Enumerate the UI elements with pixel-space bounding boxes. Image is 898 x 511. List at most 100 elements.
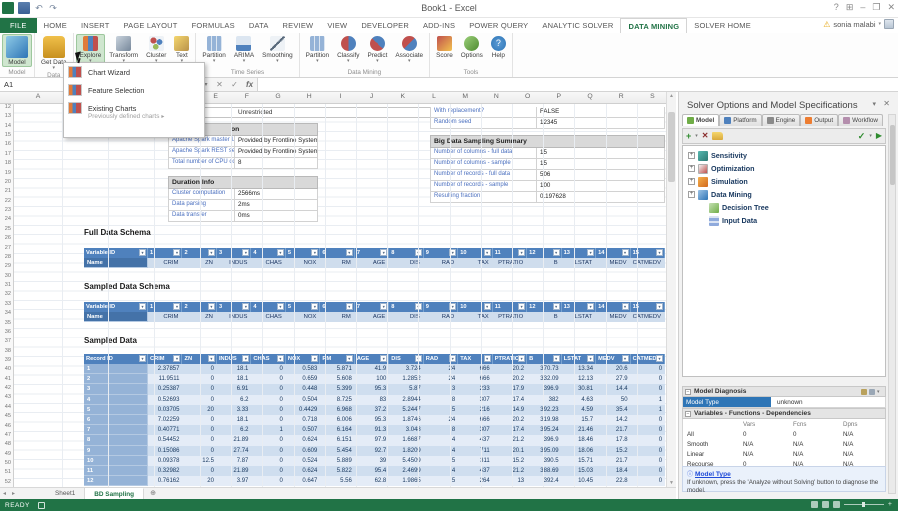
header-cell[interactable]: 15 ▾ [630,302,666,312]
data-cell[interactable]: 18.1 [236,366,249,372]
data-cell[interactable]: 13 [517,478,525,485]
data-cell[interactable]: 1 [279,427,283,434]
data-cell[interactable]: 6.968 [336,406,352,413]
page-break-view-icon[interactable] [832,501,840,508]
row-header-44[interactable]: 44 [4,403,11,410]
filter-dropdown-icon[interactable]: ▾ [173,249,181,256]
row-header-30[interactable]: 30 [4,272,11,279]
data-cell[interactable]: 0 [210,386,214,393]
predict-button[interactable]: Predict ▾ [363,34,391,64]
ribbon-tab-developer[interactable]: DEVELOPER [361,21,409,30]
heading-sampled-data[interactable]: Sampled Data [84,336,137,345]
row-header-51[interactable]: 51 [4,469,11,476]
help-button[interactable]: Help [487,34,510,60]
data-cell[interactable]: 24 [448,366,456,372]
header-cell[interactable]: 13 ▾ [561,302,597,312]
data-cell[interactable]: 1.6687 [402,437,421,444]
data-cell[interactable]: 392.23 [540,406,559,413]
data-cell[interactable]: 5.608 [336,376,352,383]
row-label-cell[interactable]: Data parsing [168,200,235,211]
menu-item-chart-wizard[interactable]: Chart Wizard [64,63,204,81]
data-cell[interactable]: 0.647 [302,478,318,485]
data-cell[interactable]: 0 [210,437,214,444]
row-value-cell[interactable]: 15 [537,148,665,159]
data-cell[interactable]: 0.32982 [157,467,180,474]
ribbon-tab-formulas[interactable]: FORMULAS [191,21,235,30]
header-cell[interactable]: 6▾ [320,302,355,312]
data-cell[interactable]: 437 [479,437,490,444]
filter-dropdown-icon[interactable]: ▾ [242,303,250,310]
header-cell[interactable]: 10 ▾ [458,248,493,258]
data-cell[interactable]: 388.69 [540,467,559,474]
table-title[interactable]: Big Data Sampling Summary [430,135,665,148]
data-cell[interactable]: 0.52693 [157,396,180,403]
variable-name-cell[interactable]: RAD [441,314,455,320]
data-cell[interactable]: 396.9 [543,437,559,444]
row-header-27[interactable]: 27 [4,244,11,251]
data-cell[interactable]: 18.06 [578,447,594,454]
cluster-button[interactable]: Cluster ▾ [142,34,170,64]
header-cell[interactable]: 3 ▾ [216,248,252,258]
tree-item-input-data[interactable]: Input Data [683,214,885,227]
filter-dropdown-icon[interactable]: ▾ [380,355,388,362]
score-button[interactable]: Score [432,34,457,60]
data-cell[interactable]: 666 [479,376,490,383]
data-cell[interactable]: 2.37857 [157,366,180,372]
tree-item-data-mining[interactable]: + Data Mining [683,188,885,201]
data-cell[interactable]: 5.889 [336,457,352,464]
data-cell[interactable]: 3.97 [236,478,249,485]
report-icon[interactable] [861,388,867,395]
row-label-cell[interactable]: With replacement? [430,107,537,118]
model-type-label[interactable]: Model Type [683,397,771,407]
data-cell[interactable]: 0.718 [302,416,318,423]
row-value-cell[interactable]: 506 [537,170,665,181]
sheet-nav-left-icon[interactable]: ◂ [3,491,7,497]
ribbon-options-icon[interactable]: ⊞ [845,2,854,12]
header-cell[interactable]: 11 ▾ [492,302,528,312]
data-cell[interactable]: 0 [658,457,663,464]
data-cell[interactable]: 20.6 [615,366,628,372]
column-header-L[interactable]: L [432,93,436,100]
profile-icon[interactable] [884,19,894,29]
header-cell[interactable]: RM ▾ [320,354,355,364]
heading-full-data-schema[interactable]: Full Data Schema [84,228,151,237]
data-cell[interactable]: 2.4699 [402,467,421,474]
row-value-cell[interactable]: 0ms [235,211,318,222]
data-cell[interactable]: 1 [658,396,663,403]
data-cell[interactable]: 0 [658,467,663,474]
data-cell[interactable]: 17.9 [512,386,525,393]
data-cell[interactable]: 1.2852 [402,376,421,383]
data-cell[interactable]: 382 [548,396,559,403]
smoothing-button[interactable]: Smoothing ▾ [258,34,297,64]
data-cell[interactable]: 5 [451,478,456,485]
menu-item-existing-charts[interactable]: Existing Charts Previously defined charts… [64,99,204,124]
data-cell[interactable]: 8 [451,396,456,403]
data-cell[interactable]: 11.9511 [158,376,180,383]
filter-dropdown-icon[interactable]: ▾ [483,355,491,362]
pane-tab-workflow[interactable]: Workflow [838,114,883,126]
data-cell[interactable]: 0 [658,386,663,393]
filter-dropdown-icon[interactable]: ▾ [276,355,284,362]
row-label-cell[interactable]: Apache Spark REST server URL [168,147,235,158]
filter-dropdown-icon[interactable]: ▾ [345,303,353,310]
filter-dropdown-icon[interactable]: ▾ [621,303,629,310]
expand-icon[interactable]: + [688,191,695,198]
variable-name-cell[interactable]: DIS [409,260,420,266]
data-cell[interactable]: 0.624 [302,437,318,444]
data-cell[interactable]: 95.3 [374,386,387,393]
ribbon-tab-page-layout[interactable]: PAGE LAYOUT [123,21,178,30]
sheet-tab-sheet1[interactable]: Sheet1 [46,488,86,499]
expand-icon[interactable]: + [688,152,695,159]
variable-name-cell[interactable]: CRIM [163,260,179,266]
record-id-cell[interactable]: 4 [84,394,148,405]
add-sheet-icon[interactable]: ⊕ [150,490,156,497]
filter-dropdown-icon[interactable]: ▾ [552,249,560,256]
close-icon[interactable]: ✕ [883,99,890,108]
filter-dropdown-icon[interactable]: ▾ [139,249,146,256]
record-id-cell[interactable]: 8 [84,435,148,446]
row-label-cell[interactable]: Number of records - full data [430,170,537,181]
header-cell[interactable]: 4 ▾ [251,248,286,258]
ribbon-tab-insert[interactable]: INSERT [80,21,110,30]
filter-dropdown-icon[interactable]: ▾ [414,303,422,310]
variable-name-cell[interactable]: MEDV [609,260,627,266]
